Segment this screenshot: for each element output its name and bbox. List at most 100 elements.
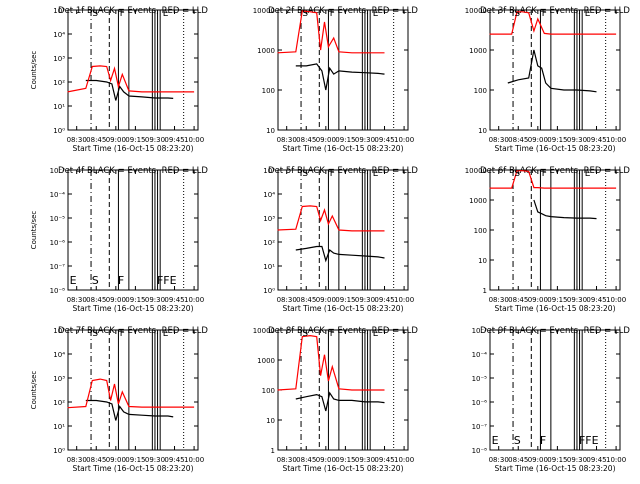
event-marker-label: F — [330, 169, 335, 179]
events-series-line — [507, 49, 597, 93]
x-tick-label: 09:15 — [547, 136, 567, 144]
x-tick-label: 08:45 — [86, 136, 106, 144]
y-tick-label: 100 — [474, 87, 487, 95]
events-series-line — [85, 399, 174, 421]
y-tick-label: 10⁻⁴ — [50, 191, 66, 199]
x-tick-label: 10:00 — [394, 136, 414, 144]
event-marker-label: S — [514, 169, 520, 179]
chart-title: Det 4f BLACK = Events, RED = LLD — [58, 166, 208, 176]
x-tick-label: 09:15 — [125, 136, 145, 144]
x-tick-label: 09:30 — [355, 296, 375, 304]
plot-frame — [67, 9, 199, 131]
x-tick-label: 08:30 — [67, 456, 87, 464]
y-tick-label: 10² — [263, 239, 275, 247]
y-tick-label: 1 — [271, 447, 275, 455]
plot-frame — [489, 329, 621, 451]
event-marker-label: F — [542, 169, 547, 179]
y-tick-label: 10⁵ — [53, 327, 65, 335]
chart-title: Det 9f BLACK = Events, RED = LLD — [480, 326, 630, 336]
y-tick-label: 10⁻⁷ — [472, 423, 488, 431]
y-axis-label: Counts/sec — [30, 51, 38, 90]
x-tick-label: 08:30 — [67, 136, 87, 144]
event-marker-label: E — [492, 434, 499, 447]
x-tick-label: 09:15 — [335, 456, 355, 464]
y-tick-label: 10 — [266, 417, 275, 425]
x-tick-label: 08:30 — [277, 296, 297, 304]
event-marker-label: FFE — [157, 274, 177, 287]
y-tick-label: 100 — [262, 87, 275, 95]
x-axis-label: Start Time (16-Oct-15 08:23:20) — [282, 144, 403, 153]
x-tick-label: 10:00 — [394, 456, 414, 464]
x-tick-label: 09:30 — [567, 456, 587, 464]
x-tick-label: 08:45 — [296, 136, 316, 144]
event-marker-label: S — [514, 434, 521, 447]
y-tick-label: 10⁻⁸ — [472, 447, 488, 455]
plot-frame — [67, 169, 199, 291]
x-axis-label: Start Time (16-Oct-15 08:23:20) — [282, 464, 403, 473]
x-tick-label: 08:45 — [508, 136, 528, 144]
x-tick-label: 08:30 — [67, 296, 87, 304]
x-tick-label: 10:00 — [606, 296, 626, 304]
events-series-line — [295, 391, 385, 412]
event-marker-label: F — [330, 9, 335, 19]
lld-series-line — [277, 10, 385, 54]
chart-title: Det 5f BLACK = Events, RED = LLD — [268, 166, 418, 176]
chart-panel-3: Det 3f BLACK = Events, RED = LLD 10 100 100… — [465, 6, 631, 153]
y-tick-label: 10⁻⁵ — [472, 375, 488, 383]
y-tick-label: 10⁻³ — [472, 327, 488, 335]
chart-title: Det 3f BLACK = Events, RED = LLD — [480, 6, 630, 16]
event-marker-label: S — [302, 169, 308, 179]
y-tick-label: 10³ — [263, 215, 275, 223]
x-tick-label: 09:30 — [355, 136, 375, 144]
y-tick-label: 10000 — [253, 7, 275, 15]
event-marker-label: FFE — [579, 434, 599, 447]
plot-frame — [67, 329, 199, 451]
event-marker-label: S — [302, 9, 308, 19]
x-tick-label: 09:45 — [374, 296, 394, 304]
x-tick-label: 08:45 — [508, 296, 528, 304]
y-tick-label: 10¹ — [263, 263, 275, 271]
x-tick-label: 10:00 — [184, 296, 204, 304]
y-tick-label: 10⁻⁶ — [472, 399, 488, 407]
events-series-line — [295, 245, 385, 263]
x-tick-label: 08:45 — [86, 456, 106, 464]
x-tick-label: 09:30 — [567, 136, 587, 144]
x-tick-label: 09:45 — [586, 136, 606, 144]
x-tick-label: 09:00 — [316, 296, 336, 304]
x-tick-label: 10:00 — [184, 456, 204, 464]
x-tick-label: 10:00 — [184, 136, 204, 144]
x-tick-label: 09:45 — [586, 296, 606, 304]
lld-series-line — [67, 378, 195, 409]
x-tick-label: 08:30 — [277, 136, 297, 144]
event-marker-label: E — [373, 169, 379, 179]
x-tick-label: 09:15 — [547, 296, 567, 304]
y-tick-label: 10000 — [465, 167, 487, 175]
event-marker-label: F — [120, 9, 125, 19]
event-marker-label: S — [514, 9, 520, 19]
x-tick-label: 09:15 — [125, 296, 145, 304]
lld-series-line — [489, 170, 617, 189]
event-marker-label: S — [92, 274, 99, 287]
event-marker-label: F — [118, 274, 124, 287]
y-tick-label: 10⁵ — [263, 167, 275, 175]
y-axis-label: Counts/sec — [30, 371, 38, 410]
lld-series-line — [277, 205, 385, 232]
event-marker-label: S — [302, 329, 308, 339]
y-tick-label: 1000 — [469, 47, 487, 55]
y-tick-label: 1000 — [469, 197, 487, 205]
event-marker-label: S — [92, 329, 98, 339]
events-series-line — [533, 199, 597, 220]
x-tick-label: 09:00 — [106, 296, 126, 304]
events-series-line — [295, 63, 385, 91]
x-axis-label: Start Time (16-Oct-15 08:23:20) — [494, 304, 615, 313]
chart-panel-7: Det 7f BLACK = Events, RED = LLD 10⁰ 10¹ 10… — [30, 326, 208, 473]
y-tick-label: 10³ — [53, 55, 65, 63]
y-tick-label: 10000 — [465, 7, 487, 15]
event-marker-label: F — [330, 329, 335, 339]
y-tick-label: 10⁻⁵ — [50, 215, 66, 223]
lld-series-line — [277, 334, 385, 391]
event-marker-label: E — [163, 9, 169, 19]
x-tick-label: 08:30 — [489, 296, 509, 304]
chart-panel-6: Det 6f BLACK = Events, RED = LLD 1 10 100 10… — [465, 166, 631, 313]
